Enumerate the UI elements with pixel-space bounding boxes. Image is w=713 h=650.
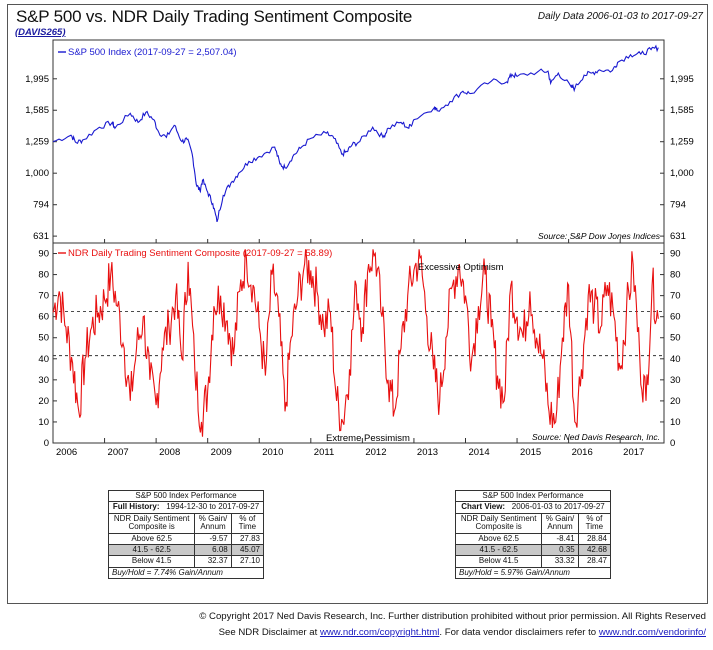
sentiment-ytick-label: 90 — [38, 249, 49, 260]
chart-frame — [7, 4, 708, 604]
table-row: Below 41.5 33.32 28.47 — [454, 555, 612, 568]
table-header: NDR Daily Sentiment Composite is — [107, 512, 196, 534]
chart-code-link[interactable]: (DAVIS265) — [15, 27, 66, 38]
sentiment-ytick-label: 10 — [670, 417, 681, 428]
xtick-label: 2010 — [262, 447, 283, 458]
sentiment-ytick-label: 80 — [38, 270, 49, 281]
spx-ytick-label: 1,000 — [670, 168, 694, 179]
sentiment-ytick-label: 30 — [670, 375, 681, 386]
sentiment-ytick-label: 30 — [38, 375, 49, 386]
sentiment-ytick-label: 20 — [38, 396, 49, 407]
xtick-label: 2009 — [211, 447, 232, 458]
xtick-label: 2011 — [314, 447, 334, 458]
table-title: S&P 500 Index Performance — [455, 489, 611, 503]
sentiment-ytick-label: 90 — [670, 249, 681, 260]
sentiment-ytick-label: 70 — [38, 291, 49, 302]
xtick-label: 2012 — [365, 447, 386, 458]
sentiment-ytick-label: 60 — [38, 312, 49, 323]
sentiment-line — [52, 249, 659, 437]
vendorinfo-link[interactable]: www.ndr.com/vendorinfo/ — [598, 627, 706, 638]
xtick-label: 2015 — [520, 447, 541, 458]
xtick-label: 2006 — [56, 447, 77, 458]
performance-table-full-history: S&P 500 Index Performance Full History: … — [107, 489, 265, 580]
disclaimer-line: See NDR Disclaimer at www.ndr.com/copyri… — [218, 627, 706, 638]
spx-ytick-label: 1,585 — [670, 105, 694, 116]
spx-ytick-label: 631 — [670, 231, 686, 242]
annotation-excessive-optimism: Excessive Optimism — [418, 262, 504, 273]
xtick-label: 2013 — [417, 447, 438, 458]
spx-line — [52, 44, 659, 223]
spx-ytick-label: 1,995 — [670, 74, 694, 85]
table-row: Above 62.5 -8.41 28.84 — [454, 532, 612, 545]
spx-source: Source: S&P Dow Jones Indices — [538, 231, 661, 241]
xtick-label: 2017 — [623, 447, 644, 458]
xtick-label: 2008 — [159, 447, 180, 458]
table-period: Chart View: 2006-01-03 to 2017-09-27 — [455, 501, 611, 514]
sentiment-ytick-label: 60 — [670, 312, 681, 323]
spx-ytick-label: 1,000 — [25, 168, 49, 179]
sentiment-ytick-label: 40 — [38, 354, 49, 365]
copyright-link[interactable]: www.ndr.com/copyright.html — [319, 627, 440, 638]
spx-legend: S&P 500 Index (2017-09-27 = 2,507.04) — [68, 47, 237, 58]
sentiment-ytick-label: 20 — [670, 396, 681, 407]
table-header: % Gain/ Annum — [541, 512, 579, 534]
table-footnote: Buy/Hold = 7.74% Gain/Annum — [108, 566, 264, 580]
table-row: Below 41.5 32.37 27.10 — [107, 555, 265, 568]
spx-ytick-label: 631 — [33, 231, 49, 242]
sentiment-ytick-label: 50 — [670, 333, 681, 344]
table-period: Full History: 1994-12-30 to 2017-09-27 — [108, 501, 264, 514]
spx-panel — [52, 39, 665, 244]
sentiment-legend: NDR Daily Trading Sentiment Composite (2… — [68, 248, 332, 259]
xtick-label: 2007 — [108, 447, 129, 458]
sentiment-ytick-label: 40 — [670, 354, 681, 365]
spx-ytick-label: 1,259 — [25, 137, 49, 148]
spx-ytick-label: 1,259 — [670, 137, 694, 148]
xtick-label: 2016 — [572, 447, 593, 458]
spx-ytick-label: 1,995 — [25, 74, 49, 85]
sentiment-ytick-label: 70 — [670, 291, 681, 302]
spx-ytick-label: 794 — [670, 200, 686, 211]
xtick-label: 2014 — [468, 447, 489, 458]
sentiment-ytick-label: 50 — [38, 333, 49, 344]
sentiment-ytick-label: 0 — [44, 438, 49, 449]
chart-svg: 631 631 794 794 1,000 1,000 1,259 1,259 1,585 1,5… — [25, 39, 694, 458]
copyright-notice: © Copyright 2017 Ned Davis Research, Inc… — [199, 611, 706, 622]
table-title: S&P 500 Index Performance — [108, 489, 264, 503]
sentiment-source: Source: Ned Davis Research, Inc. — [532, 432, 660, 442]
spx-ytick-label: 1,585 — [25, 105, 49, 116]
annotation-extreme-pessimism: Extreme Pessimism — [326, 433, 410, 444]
date-range: Daily Data 2006-01-03 to 2017-09-27 — [537, 11, 703, 22]
sentiment-ytick-label: 80 — [670, 270, 681, 281]
performance-table-chart-view: S&P 500 Index Performance Chart View: 20… — [454, 489, 612, 580]
table-row: 41.5 - 62.5 6.08 45.07 — [107, 543, 265, 557]
sentiment-ytick-label: 0 — [670, 438, 675, 449]
table-header: % Gain/ Annum — [194, 512, 232, 534]
table-header: NDR Daily Sentiment Composite is — [454, 512, 543, 534]
spx-ytick-label: 794 — [33, 200, 49, 211]
table-row: Above 62.5 -9.57 27.83 — [107, 532, 265, 545]
sentiment-panel — [52, 242, 665, 444]
table-header: % of Time — [230, 512, 265, 534]
table-row: 41.5 - 62.5 0.35 42.68 — [454, 543, 612, 557]
table-header: % of Time — [577, 512, 612, 534]
table-footnote: Buy/Hold = 5.97% Gain/Annum — [455, 566, 611, 580]
page-title: S&P 500 vs. NDR Daily Trading Sentiment … — [16, 7, 413, 26]
sentiment-ytick-label: 10 — [38, 417, 49, 428]
